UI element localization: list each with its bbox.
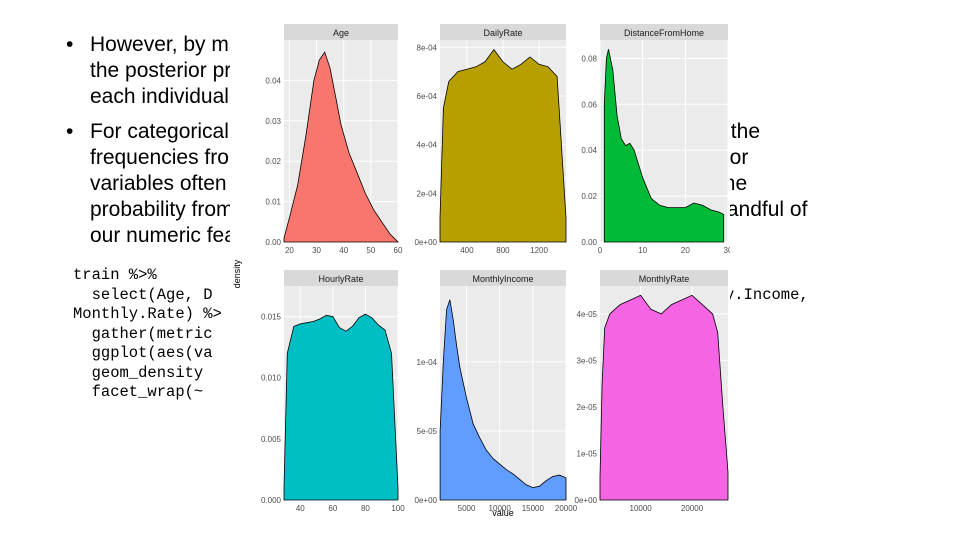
facet-strip-label: MonthlyRate xyxy=(639,274,690,284)
y-tick-label: 0e+00 xyxy=(415,496,438,505)
density-area xyxy=(439,299,567,501)
facet-strip xyxy=(284,270,398,286)
facet-strip-label: Age xyxy=(333,28,349,38)
y-tick-label: 0.00 xyxy=(581,238,597,247)
code-line: train %>% xyxy=(73,266,157,284)
x-tick-label: 400 xyxy=(460,246,474,255)
x-tick-label: 1200 xyxy=(530,246,548,255)
x-tick-label: 60 xyxy=(394,246,403,255)
x-tick-label: 30 xyxy=(312,246,321,255)
y-tick-label: 6e-04 xyxy=(417,92,438,101)
y-axis-label: density xyxy=(232,259,242,288)
y-tick-label: 0.000 xyxy=(261,496,282,505)
facet-strip xyxy=(440,24,566,40)
code-line: Monthly.Rate) %> xyxy=(73,305,222,323)
facet-strip-label: MonthlyIncome xyxy=(472,274,533,284)
bullet-dot: • xyxy=(66,120,74,143)
density-area xyxy=(599,294,729,501)
y-tick-label: 0.02 xyxy=(265,157,281,166)
x-tick-label: 10000 xyxy=(489,504,512,513)
x-tick-label: 800 xyxy=(496,246,510,255)
y-tick-label: 0.010 xyxy=(261,374,282,383)
y-tick-label: 0.08 xyxy=(581,54,597,63)
x-tick-label: 50 xyxy=(366,246,375,255)
code-line: gather(metric xyxy=(73,324,213,343)
x-tick-label: 0 xyxy=(598,246,603,255)
x-tick-label: 20000 xyxy=(555,504,578,513)
x-axis-label: value xyxy=(492,508,514,518)
x-tick-label: 5000 xyxy=(458,504,476,513)
y-tick-label: 0.03 xyxy=(265,117,281,126)
facet-strip-label: DailyRate xyxy=(483,28,522,38)
facet-strip-label: HourlyRate xyxy=(318,274,363,284)
x-tick-label: 20 xyxy=(681,246,690,255)
facet-strip xyxy=(440,270,566,286)
y-tick-label: 0.06 xyxy=(581,100,597,109)
y-tick-label: 1e-05 xyxy=(577,449,598,458)
y-tick-label: 2e-05 xyxy=(577,403,598,412)
y-tick-label: 5e-05 xyxy=(417,427,438,436)
y-tick-label: 0.00 xyxy=(265,238,281,247)
x-tick-label: 40 xyxy=(296,504,305,513)
facet-strip xyxy=(600,24,728,40)
code-block: train %>% select(Age, D Monthly.Rate) %>… xyxy=(73,266,222,403)
y-tick-label: 4e-05 xyxy=(577,310,598,319)
code-line: facet_wrap(~ xyxy=(73,383,204,401)
facet-strip-label: DistanceFromHome xyxy=(624,28,704,38)
y-tick-label: 0.04 xyxy=(265,76,281,85)
code-fragment-right: y.Income, xyxy=(725,286,809,304)
code-line: select(Age, D xyxy=(73,285,213,304)
y-tick-label: 2e-04 xyxy=(417,189,438,198)
y-tick-label: 1e-04 xyxy=(417,358,438,367)
y-tick-label: 0.02 xyxy=(581,192,597,201)
x-tick-label: 30 xyxy=(724,246,730,255)
facet-strip xyxy=(600,270,728,286)
facet-strip xyxy=(284,24,398,40)
density-area xyxy=(439,49,567,243)
x-tick-label: 10000 xyxy=(630,504,653,513)
x-tick-label: 20 xyxy=(285,246,294,255)
y-tick-label: 0.015 xyxy=(261,313,282,322)
y-tick-label: 3e-05 xyxy=(577,356,598,365)
x-tick-label: 15000 xyxy=(522,504,545,513)
bullet-dot: • xyxy=(66,33,74,56)
x-tick-label: 40 xyxy=(339,246,348,255)
y-tick-label: 0.01 xyxy=(265,198,281,207)
x-tick-label: 60 xyxy=(328,504,337,513)
density-area xyxy=(283,313,399,501)
y-tick-label: 8e-04 xyxy=(417,43,438,52)
y-tick-label: 0.005 xyxy=(261,435,282,444)
density-area xyxy=(603,49,725,243)
y-tick-label: 0.04 xyxy=(581,146,597,155)
x-tick-label: 10 xyxy=(638,246,647,255)
x-tick-label: 80 xyxy=(361,504,370,513)
code-line: ggplot(aes(va xyxy=(73,344,213,362)
density-area xyxy=(283,51,399,243)
x-tick-label: 100 xyxy=(391,504,405,513)
density-facet-svg: Age 0.00 0.01 0.02 0.03 0.04 20 30 40 50 60 DailyRa… xyxy=(232,24,733,518)
code-line: geom_density xyxy=(73,363,204,382)
y-tick-label: 0e+00 xyxy=(575,496,598,505)
y-tick-label: 0e+00 xyxy=(415,238,438,247)
y-tick-label: 4e-04 xyxy=(417,141,438,150)
x-tick-label: 20000 xyxy=(681,504,704,513)
density-facet-chart: Age 0.00 0.01 0.02 0.03 0.04 20 30 40 50 60 DailyRa… xyxy=(230,14,733,524)
